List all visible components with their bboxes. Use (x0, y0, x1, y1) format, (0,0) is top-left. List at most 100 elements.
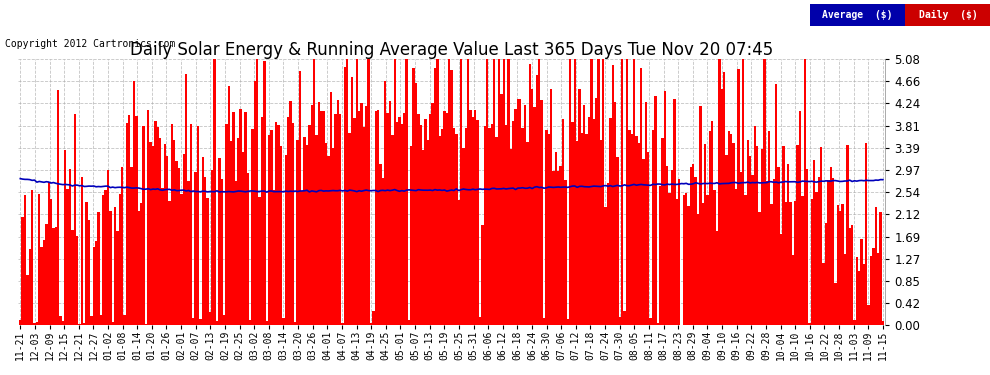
Bar (569, 59, 571, 325)
Bar (389, 100, 391, 325)
Bar (109, 211, 112, 325)
Bar (547, 134, 549, 325)
Bar (434, 68, 437, 325)
Bar (66, 189, 69, 325)
Bar (870, 256, 872, 325)
Bar (119, 194, 121, 325)
Bar (519, 99, 522, 325)
Bar (744, 195, 746, 325)
Bar (107, 170, 109, 325)
Bar (573, 59, 576, 325)
Bar (444, 111, 446, 325)
Bar (185, 74, 187, 325)
Bar (593, 119, 595, 325)
Bar (651, 130, 654, 325)
Title: Daily Solar Energy & Running Average Value Last 365 Days Tue Nov 20 07:45: Daily Solar Energy & Running Average Val… (130, 41, 773, 59)
Bar (251, 129, 253, 325)
Bar (619, 316, 621, 325)
Bar (877, 254, 879, 325)
Bar (675, 199, 678, 325)
Bar (578, 89, 581, 325)
Bar (126, 123, 128, 325)
Bar (104, 190, 107, 325)
Bar (590, 59, 593, 325)
Bar (112, 322, 114, 325)
Bar (358, 111, 360, 325)
Bar (57, 90, 59, 325)
Bar (597, 59, 600, 325)
Bar (413, 68, 415, 325)
Bar (206, 198, 209, 325)
Bar (541, 100, 543, 325)
Bar (245, 112, 247, 325)
Bar (733, 143, 735, 325)
Bar (624, 311, 626, 325)
Bar (194, 172, 197, 325)
Bar (275, 122, 277, 325)
Bar (396, 122, 398, 325)
Bar (643, 159, 644, 325)
Bar (175, 160, 178, 325)
Bar (583, 105, 585, 325)
Bar (148, 110, 149, 325)
Bar (365, 106, 367, 325)
Bar (163, 144, 166, 325)
Bar (775, 84, 777, 325)
Bar (742, 59, 744, 325)
Bar (846, 145, 848, 325)
Bar (527, 142, 529, 325)
Bar (218, 158, 221, 325)
Bar (683, 195, 685, 325)
Bar (446, 113, 448, 325)
Bar (422, 150, 425, 325)
Bar (723, 72, 726, 325)
Bar (311, 105, 313, 325)
Bar (64, 150, 66, 325)
Bar (69, 168, 71, 325)
Bar (457, 200, 460, 325)
Bar (543, 318, 545, 325)
Bar (192, 318, 194, 325)
Bar (600, 141, 602, 325)
Bar (865, 143, 867, 325)
Bar (661, 138, 663, 325)
Bar (85, 202, 88, 325)
Bar (154, 121, 156, 325)
Bar (808, 323, 811, 325)
Bar (292, 123, 294, 325)
Bar (837, 205, 840, 325)
Bar (29, 249, 31, 325)
Bar (498, 59, 500, 325)
Bar (78, 324, 81, 325)
Bar (24, 195, 26, 325)
Bar (479, 317, 481, 325)
Bar (159, 138, 161, 325)
Bar (350, 76, 353, 325)
Bar (260, 117, 263, 325)
Bar (143, 126, 145, 325)
Bar (204, 177, 206, 325)
Bar (626, 59, 628, 325)
Bar (377, 110, 379, 325)
Bar (313, 59, 316, 325)
Bar (268, 135, 270, 325)
Bar (709, 130, 711, 325)
Bar (136, 116, 138, 325)
Bar (690, 167, 692, 325)
Bar (666, 166, 668, 325)
Bar (493, 59, 495, 325)
Bar (248, 320, 251, 325)
Bar (235, 181, 238, 325)
Bar (517, 99, 519, 325)
Bar (46, 224, 48, 325)
Bar (450, 70, 452, 325)
Bar (228, 86, 230, 325)
Bar (879, 211, 882, 325)
Bar (765, 181, 768, 325)
Bar (640, 68, 643, 325)
Bar (830, 167, 832, 325)
Bar (566, 319, 569, 325)
Bar (88, 220, 90, 325)
Bar (825, 222, 828, 325)
Bar (277, 125, 280, 325)
